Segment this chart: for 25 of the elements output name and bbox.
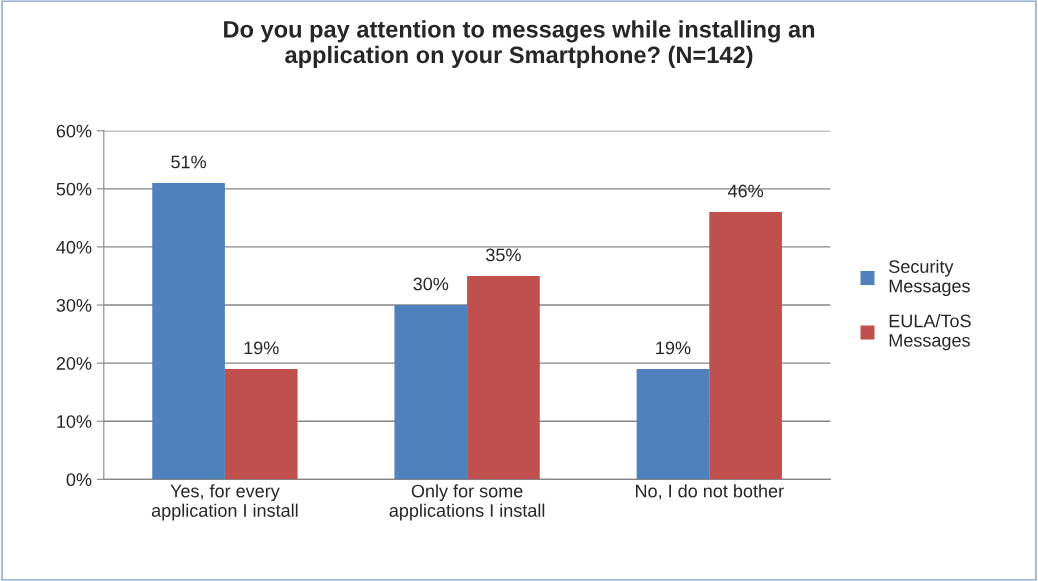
bar — [152, 183, 225, 480]
x-tick-label: Only for some applications I install — [389, 484, 545, 521]
y-tick-label: 10% — [57, 415, 92, 428]
y-tick-label: 40% — [56, 240, 92, 254]
bar — [394, 305, 468, 480]
y-tick-label: 30% — [56, 298, 92, 312]
bar — [467, 275, 540, 480]
data-label: 19% — [656, 341, 691, 355]
chart-title: Do you pay attention to messages while installing an application on your Smartphone? (N=142) — [224, 20, 815, 68]
y-tick-label: 50% — [56, 182, 92, 196]
data-label: 46% — [727, 184, 764, 198]
legend-label: EULA/ToS Messages — [889, 314, 971, 351]
legend-label: Security Messages — [889, 259, 970, 296]
x-tick-label: Yes, for every application I install — [151, 484, 298, 521]
data-label: 51% — [171, 155, 206, 169]
x-tick-label: No, I do not bother — [636, 484, 784, 500]
bar — [709, 212, 782, 480]
bar — [636, 368, 710, 480]
bar — [224, 368, 298, 480]
y-tick-label: 60% — [56, 124, 92, 138]
data-label: 35% — [486, 248, 521, 262]
data-label: 30% — [413, 277, 449, 291]
data-label: 19% — [244, 341, 279, 355]
y-tick-label: 0% — [66, 473, 92, 487]
y-tick-label: 20% — [56, 357, 92, 370]
